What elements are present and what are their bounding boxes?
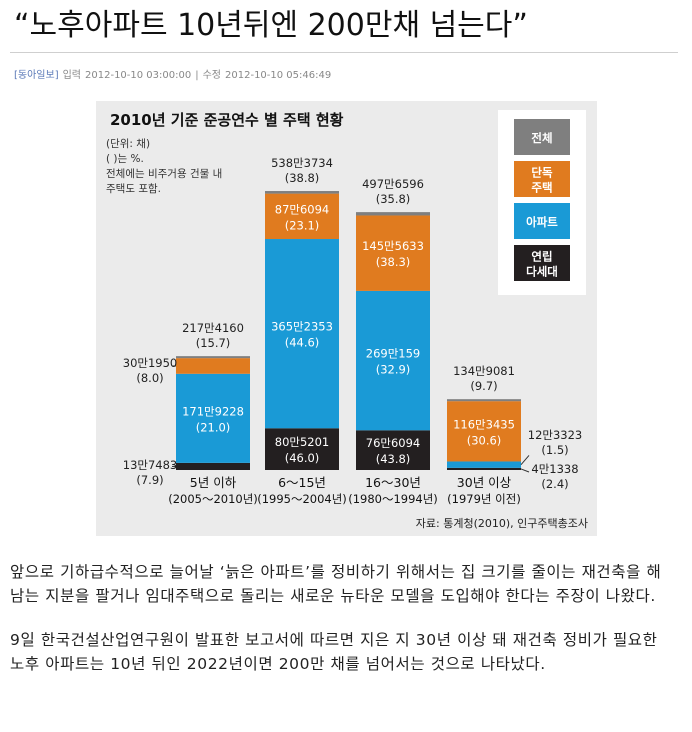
total-value-label: 217만4160 [182,321,244,335]
bar-segment [265,428,339,470]
category-label: 30년 이상 [457,475,512,490]
category-sublabel: (2005～2010년) [168,492,258,506]
bar-total-cap [176,356,250,359]
segment-value-label: 171만9228 [182,404,244,418]
total-pct-label: (38.8) [285,171,320,185]
article-body: 앞으로 기하급수적으로 늘어날 ‘늙은 아파트’를 정비하기 위해서는 집 크기… [10,560,675,696]
segment-pct-label: (2.4) [541,477,568,491]
legend-swatch [514,161,570,197]
segment-value-label: 76만6094 [366,436,420,450]
bar-total-cap [265,191,339,194]
source-label[interactable]: [동아일보] [14,70,59,81]
total-value-label: 538만3734 [271,156,333,170]
bar-segment [356,430,430,470]
bar-total-cap [447,399,521,402]
segment-pct-label: (44.6) [285,336,320,350]
bar-segment [356,215,430,291]
bar-segment [265,239,339,429]
headline-divider [10,52,678,53]
bar-segment [176,462,250,470]
segment-value-label: 80만5201 [275,435,329,449]
unit-note: ( )는 %. [106,153,144,165]
legend-swatch [514,245,570,281]
meta-separator: | [195,70,199,81]
unit-note: 전체에는 비주거용 건물 내 [106,168,222,180]
paragraph-2: 9일 한국건설산업연구원이 발표한 보고서에 따르면 지은 지 30년 이상 돼… [10,631,658,673]
legend-swatch [514,119,570,155]
source-note: 자료: 통계청(2010), 인구주택총조사 [416,517,588,530]
chart-title: 2010년 기준 준공연수 별 주택 현황 [110,111,344,129]
segment-pct-label: (46.0) [285,451,320,465]
category-sublabel: (1995～2004년) [257,492,347,506]
legend-label: 주택 [531,181,552,195]
category-label: 16～30년 [365,475,421,490]
segment-value-label: 13만7483 [123,458,177,472]
segment-pct-label: (1.5) [541,443,568,457]
segment-pct-label: (43.8) [376,452,411,466]
segment-pct-label: (7.9) [136,473,163,487]
legend-swatch [514,203,570,239]
chart-svg: 2010년 기준 준공연수 별 주택 현황 (단위: 채) ( )는 %. 전체에는 … [96,101,597,536]
segment-value-label: 269만159 [366,347,420,361]
segment-value-label: 145만5633 [362,239,424,253]
bar-segment [356,290,430,431]
category-label: 6～15년 [278,475,326,490]
segment-pct-label: (23.1) [285,218,320,232]
total-pct-label: (15.7) [196,336,231,350]
paragraph-1: 앞으로 기하급수적으로 늘어날 ‘늙은 아파트’를 정비하기 위해서는 집 크기… [10,563,662,605]
total-value-label: 497만6596 [362,177,424,191]
segment-value-label: 365만2353 [271,320,333,334]
legend-label: 전체 [531,131,552,145]
input-label: 입력 [62,70,82,81]
input-time: 2012-10-10 03:00:00 [85,70,192,81]
category-sublabel: (1980～1994년) [348,492,438,506]
category-sublabel: (1979년 이전) [447,492,521,506]
legend-label: 아파트 [526,215,558,229]
segment-value-label: 116만3435 [453,417,515,431]
bar-segment [176,373,250,463]
bar-segment [447,401,521,462]
segment-pct-label: (38.3) [376,255,411,269]
leader-line [520,455,530,465]
legend-label: 다세대 [526,265,558,279]
segment-pct-label: (32.9) [376,363,411,377]
article-meta: [동아일보] 입력 2012-10-10 03:00:00 | 수정 2012-10-10… [14,66,335,81]
article-headline: “노후아파트 10년뒤엔 200만채 넘는다” [14,8,528,43]
segment-value-label: 4만1338 [531,462,578,476]
segment-pct-label: (30.6) [467,433,502,447]
leader-line [520,468,530,473]
modified-label: 수정 [202,70,222,81]
category-label: 5년 이하 [190,475,237,490]
bar-segment [176,358,250,374]
bar-segment [447,467,521,470]
segment-pct-label: (8.0) [136,371,163,385]
total-pct-label: (9.7) [470,379,497,393]
legend-label: 단독 [531,166,553,180]
bar-segment [265,193,339,240]
housing-chart: 2010년 기준 준공연수 별 주택 현황 (단위: 채) ( )는 %. 전체에는 … [96,101,597,536]
segment-value-label: 30만1950 [123,356,177,370]
segment-value-label: 12만3323 [528,428,582,442]
bar-total-cap [356,212,430,216]
segment-pct-label: (21.0) [196,420,231,434]
total-pct-label: (35.8) [376,192,411,206]
unit-note: 주택도 포함. [106,183,161,195]
unit-note: (단위: 채) [106,137,150,150]
bar-segment [447,461,521,468]
segment-value-label: 87만6094 [275,202,329,216]
total-value-label: 134만9081 [453,364,515,378]
modified-time: 2012-10-10 05:46:49 [225,70,332,81]
legend-label: 연립 [531,250,552,264]
